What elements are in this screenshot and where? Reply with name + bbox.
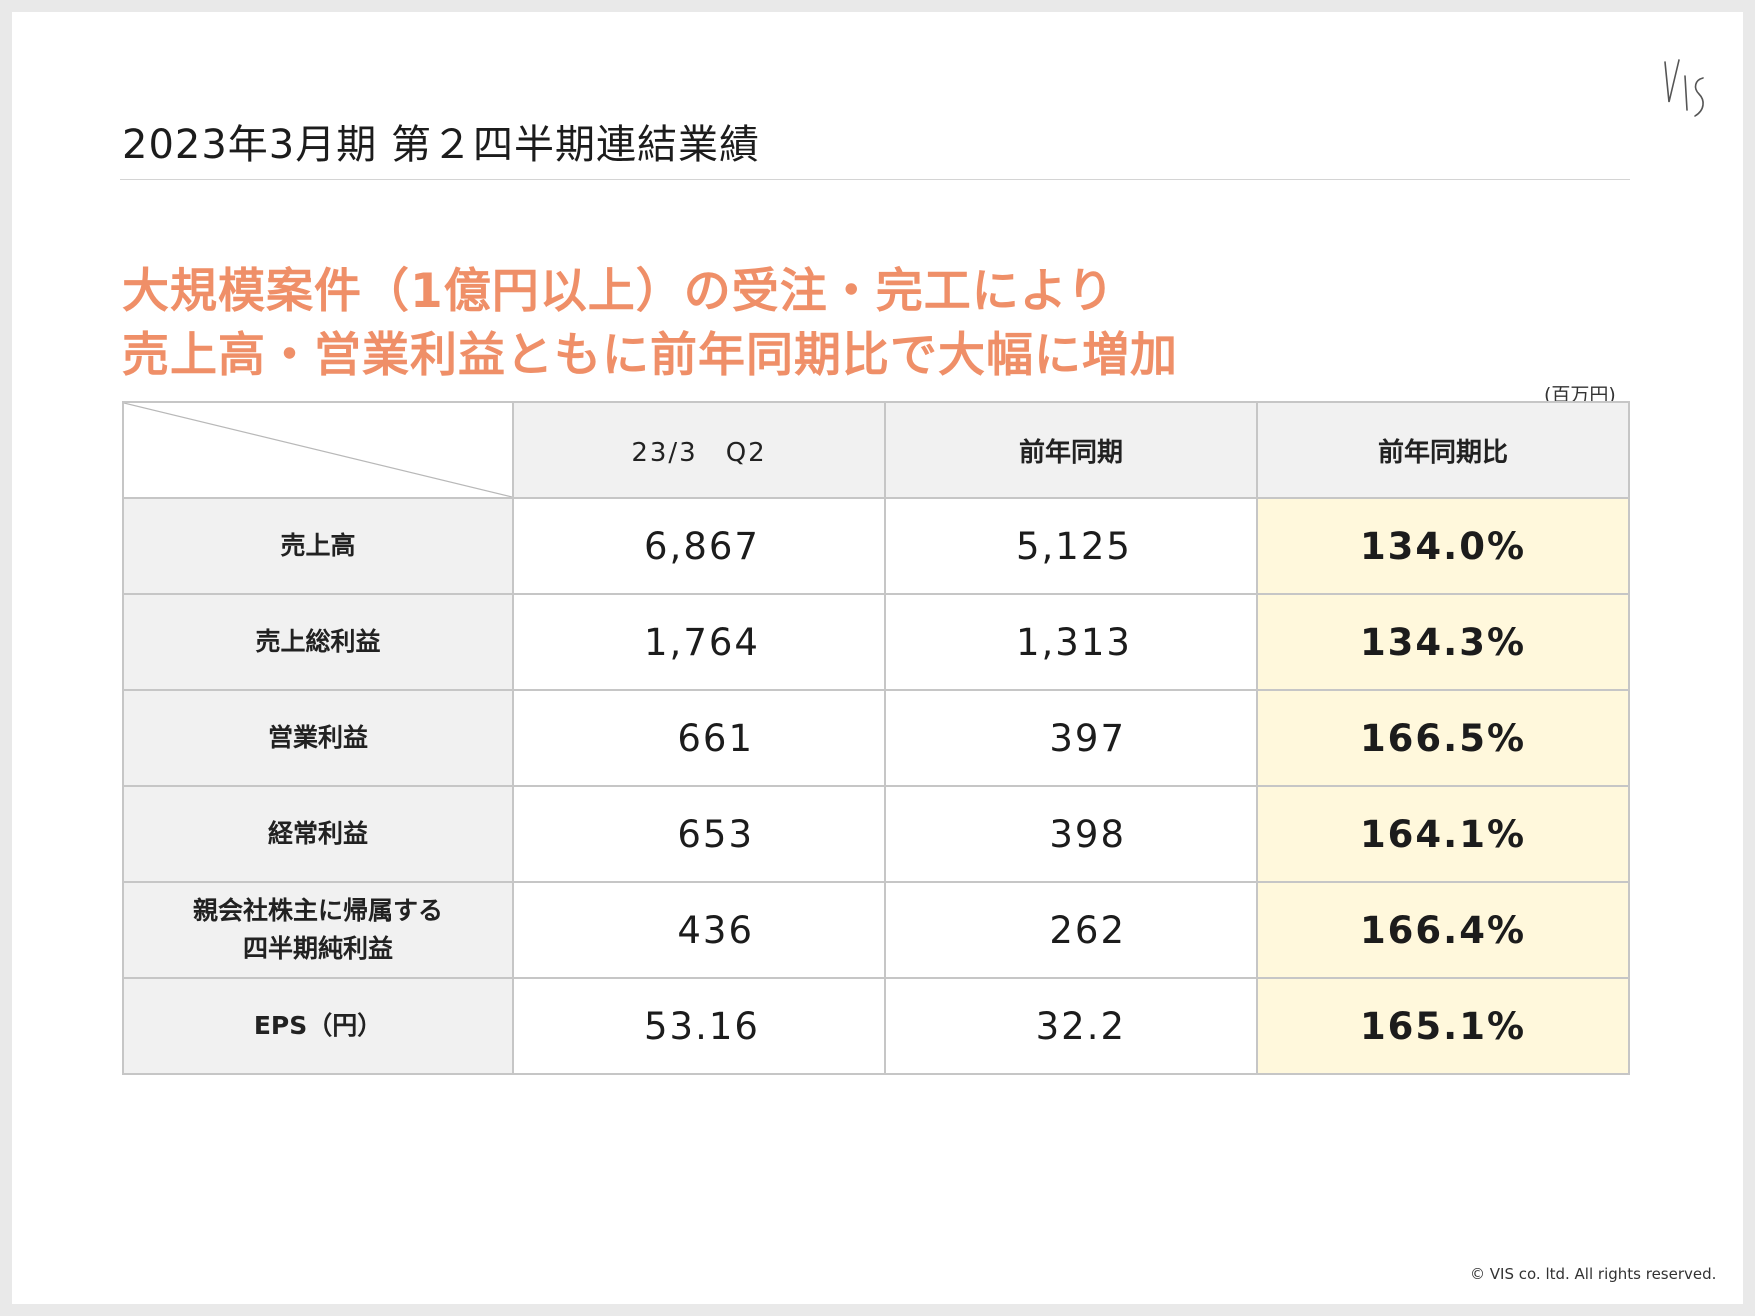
row-label-line: 四半期純利益 bbox=[243, 934, 394, 963]
yoy-ratio: 134.3% bbox=[1256, 593, 1630, 691]
header-yoy-ratio: 前年同期比 bbox=[1256, 401, 1630, 499]
yoy-ratio: 166.4% bbox=[1256, 881, 1630, 979]
yoy-ratio: 134.0% bbox=[1256, 497, 1630, 595]
table-row: 親会社株主に帰属する 四半期純利益 436 262 166.4% bbox=[121, 881, 1630, 979]
row-label: 売上総利益 bbox=[121, 593, 515, 691]
header-current-period: 23/3 Q2 bbox=[512, 401, 887, 499]
current-value: 53.16 bbox=[644, 1004, 760, 1048]
previous-value-cell: 5,125 bbox=[884, 497, 1258, 595]
previous-value: 262 bbox=[1049, 908, 1126, 952]
previous-value-cell: 32.2 bbox=[884, 977, 1258, 1075]
unit-note: (百万円) bbox=[1544, 384, 1616, 406]
previous-value: 5,125 bbox=[1016, 524, 1132, 568]
current-value: 1,764 bbox=[644, 620, 760, 664]
table-row: 営業利益 661 397 166.5% bbox=[121, 689, 1630, 787]
yoy-ratio: 166.5% bbox=[1256, 689, 1630, 787]
previous-value-cell: 1,313 bbox=[884, 593, 1258, 691]
previous-value-cell: 398 bbox=[884, 785, 1258, 883]
current-value-cell: 436 bbox=[512, 881, 887, 979]
row-label-line: 親会社株主に帰属する bbox=[193, 896, 444, 925]
current-value-cell: 53.16 bbox=[512, 977, 887, 1075]
title-divider bbox=[120, 179, 1630, 180]
vis-logo bbox=[1664, 59, 1704, 117]
previous-value-cell: 397 bbox=[884, 689, 1258, 787]
current-value: 6,867 bbox=[644, 524, 760, 568]
current-value-cell: 661 bbox=[512, 689, 887, 787]
current-value-cell: 6,867 bbox=[512, 497, 887, 595]
current-value: 653 bbox=[677, 812, 755, 856]
corner-cell bbox=[121, 401, 515, 499]
row-label-line: 営業利益 bbox=[268, 723, 369, 752]
current-value-cell: 1,764 bbox=[512, 593, 887, 691]
previous-value: 398 bbox=[1049, 812, 1126, 856]
current-value-cell: 653 bbox=[512, 785, 887, 883]
headline: 大規模案件（1億円以上）の受注・完工により 売上高・営業利益ともに前年同期比で大… bbox=[122, 260, 1178, 388]
yoy-ratio: 165.1% bbox=[1256, 977, 1630, 1075]
previous-value-cell: 262 bbox=[884, 881, 1258, 979]
table-row: 売上高 6,867 5,125 134.0% bbox=[121, 497, 1630, 595]
table-row: 売上総利益 1,764 1,313 134.3% bbox=[121, 593, 1630, 691]
row-label-line: EPS（円） bbox=[253, 1011, 383, 1040]
table-row: 経常利益 653 398 164.1% bbox=[121, 785, 1630, 883]
row-label-line: 売上高 bbox=[280, 531, 356, 560]
previous-value: 32.2 bbox=[1035, 1004, 1126, 1048]
results-table: 23/3 Q2 前年同期 前年同期比 売上高 6,867 5,125 134.0% 売上… bbox=[121, 401, 1630, 1075]
row-label-line: 経常利益 bbox=[268, 819, 369, 848]
row-label: 親会社株主に帰属する 四半期純利益 bbox=[121, 881, 515, 979]
diagonal-line bbox=[124, 403, 512, 497]
header-row: 23/3 Q2 前年同期 前年同期比 bbox=[121, 401, 1630, 499]
current-value: 436 bbox=[677, 908, 755, 952]
previous-value: 1,313 bbox=[1016, 620, 1132, 664]
row-label: 売上高 bbox=[121, 497, 515, 595]
row-label: EPS（円） bbox=[121, 977, 515, 1075]
row-label: 営業利益 bbox=[121, 689, 515, 787]
previous-value: 397 bbox=[1049, 716, 1126, 760]
row-label: 経常利益 bbox=[121, 785, 515, 883]
table-body: 売上高 6,867 5,125 134.0% 売上総利益 1,764 1,313 134.3%… bbox=[121, 497, 1630, 1075]
table-row: EPS（円） 53.16 32.2 165.1% bbox=[121, 977, 1630, 1075]
page-title: 2023年3月期 第２四半期連結業績 bbox=[122, 122, 760, 168]
slide: 2023年3月期 第２四半期連結業績 大規模案件（1億円以上）の受注・完工により… bbox=[12, 12, 1743, 1304]
copyright: © VIS co. ltd. All rights reserved. bbox=[1470, 1265, 1717, 1283]
header-previous-period: 前年同期 bbox=[884, 401, 1258, 499]
row-label-line: 売上総利益 bbox=[255, 627, 381, 656]
headline-line-2: 売上高・営業利益ともに前年同期比で大幅に増加 bbox=[122, 328, 1178, 383]
current-value: 661 bbox=[677, 716, 755, 760]
yoy-ratio: 164.1% bbox=[1256, 785, 1630, 883]
headline-line-1: 大規模案件（1億円以上）の受注・完工により bbox=[122, 264, 1115, 319]
